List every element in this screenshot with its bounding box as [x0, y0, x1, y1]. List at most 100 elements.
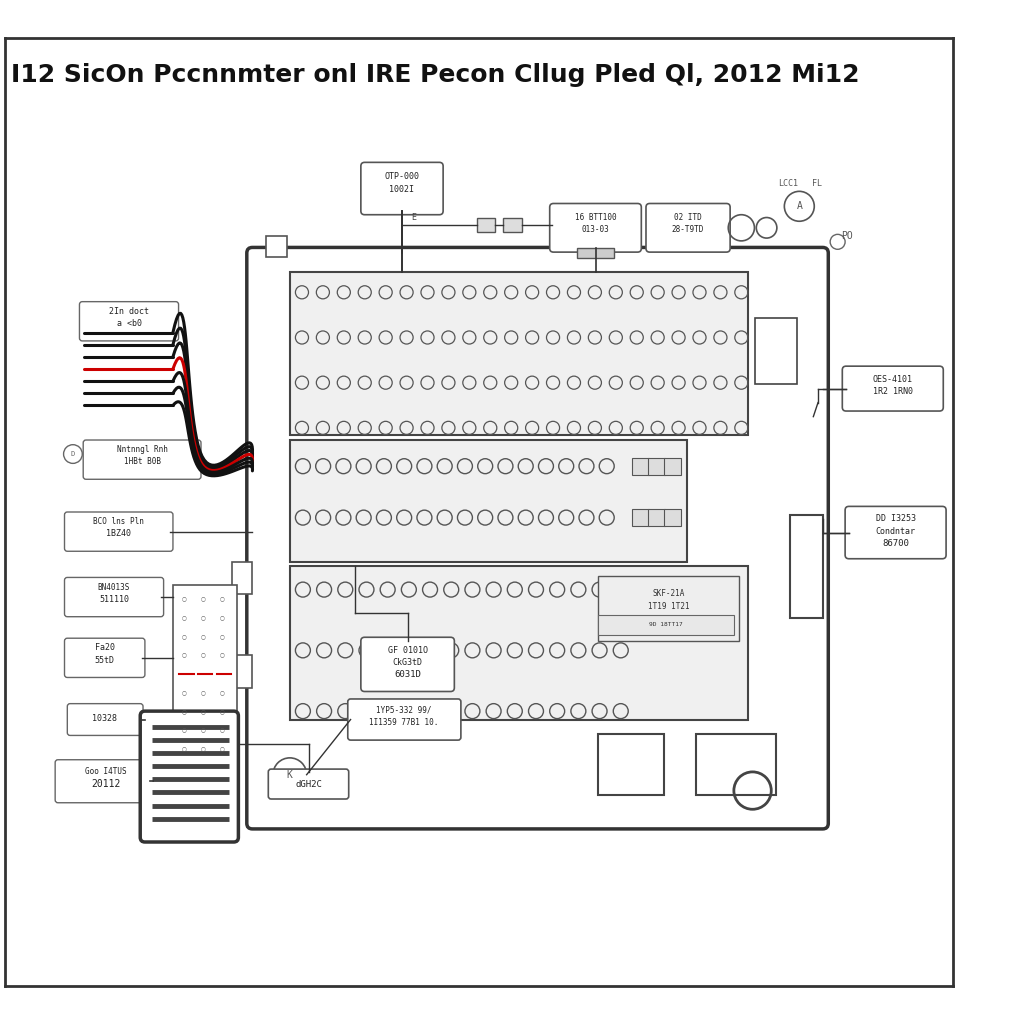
Text: 1I1359 77B1 10.: 1I1359 77B1 10. — [370, 718, 438, 727]
Text: dGH2C: dGH2C — [295, 780, 322, 788]
Bar — [477, 218, 496, 231]
Text: GF 0101O: GF 0101O — [388, 646, 428, 655]
Text: Goo I4TUS: Goo I4TUS — [85, 767, 126, 776]
Text: DD I3253: DD I3253 — [876, 514, 915, 523]
Text: ○: ○ — [201, 709, 205, 714]
FancyBboxPatch shape — [247, 248, 828, 828]
Text: ○: ○ — [182, 596, 186, 601]
Text: Fa20: Fa20 — [94, 643, 115, 652]
Bar — [231, 655, 252, 688]
Bar — [598, 614, 734, 636]
Text: ○: ○ — [219, 709, 224, 714]
Text: ○: ○ — [201, 634, 205, 639]
Text: Nntnngl Rnh: Nntnngl Rnh — [117, 445, 168, 455]
Bar — [648, 458, 665, 474]
Text: ○: ○ — [182, 615, 186, 621]
Text: LCC1: LCC1 — [778, 179, 798, 187]
FancyBboxPatch shape — [360, 637, 455, 691]
Bar — [598, 575, 738, 641]
Text: 6031D: 6031D — [394, 671, 421, 680]
Text: BN4013S: BN4013S — [98, 583, 130, 592]
FancyBboxPatch shape — [65, 512, 173, 551]
FancyBboxPatch shape — [843, 367, 943, 411]
Text: CkG3tD: CkG3tD — [392, 658, 423, 668]
Text: PO: PO — [842, 231, 853, 241]
FancyBboxPatch shape — [550, 204, 641, 252]
Text: 28-T9TD: 28-T9TD — [672, 225, 705, 234]
Text: 1HBt B0B: 1HBt B0B — [124, 458, 161, 466]
Text: 511110: 511110 — [99, 595, 129, 604]
Bar — [756, 318, 798, 384]
Text: 2In doct: 2In doct — [109, 307, 150, 315]
FancyBboxPatch shape — [65, 578, 164, 616]
FancyBboxPatch shape — [68, 703, 143, 735]
Text: ○: ○ — [182, 746, 186, 751]
Text: FL: FL — [812, 179, 822, 187]
Text: A: A — [797, 202, 802, 211]
Text: ○: ○ — [219, 690, 224, 695]
FancyBboxPatch shape — [268, 769, 349, 799]
FancyBboxPatch shape — [55, 760, 156, 803]
FancyBboxPatch shape — [360, 163, 443, 215]
Text: 1R2 1RN0: 1R2 1RN0 — [872, 387, 912, 396]
Text: ○: ○ — [182, 634, 186, 639]
Bar — [173, 585, 237, 767]
Text: 9D 18TT17: 9D 18TT17 — [649, 622, 683, 627]
Text: 1BZ40: 1BZ40 — [106, 529, 131, 539]
Text: OES-4101: OES-4101 — [872, 375, 912, 384]
Bar — [664, 458, 681, 474]
Text: 1002I: 1002I — [389, 185, 415, 195]
FancyBboxPatch shape — [83, 440, 201, 479]
Text: SKF-21A: SKF-21A — [652, 589, 685, 598]
Text: D: D — [71, 451, 75, 457]
Bar — [290, 566, 748, 721]
Bar — [266, 237, 287, 257]
Text: ○: ○ — [219, 652, 224, 657]
Text: a <b0: a <b0 — [117, 318, 141, 328]
Text: Condntar: Condntar — [876, 526, 915, 536]
FancyBboxPatch shape — [646, 204, 730, 252]
Text: 02 ITD: 02 ITD — [674, 213, 701, 222]
FancyBboxPatch shape — [80, 302, 178, 341]
Text: ○: ○ — [201, 615, 205, 621]
Text: ○: ○ — [219, 596, 224, 601]
Text: 1YP5-332 99/: 1YP5-332 99/ — [376, 706, 431, 715]
Bar — [648, 509, 665, 526]
Bar — [503, 218, 521, 231]
Bar — [696, 734, 776, 796]
Text: ○: ○ — [219, 634, 224, 639]
Text: ○: ○ — [219, 727, 224, 732]
Text: ○: ○ — [182, 652, 186, 657]
Text: ○: ○ — [201, 652, 205, 657]
Text: BCO lns Pln: BCO lns Pln — [93, 517, 144, 526]
Text: ○: ○ — [201, 727, 205, 732]
Text: 55tD: 55tD — [94, 655, 115, 665]
Bar — [290, 440, 687, 561]
Bar — [231, 561, 252, 594]
Bar — [577, 249, 614, 258]
Text: 20112: 20112 — [91, 779, 121, 788]
Text: ○: ○ — [201, 596, 205, 601]
Bar — [290, 271, 748, 435]
Text: E: E — [412, 213, 417, 222]
Text: 16 BTT100: 16 BTT100 — [574, 213, 616, 222]
Text: ○: ○ — [182, 690, 186, 695]
FancyBboxPatch shape — [348, 699, 461, 740]
Text: 86700: 86700 — [882, 539, 909, 548]
Bar — [632, 509, 649, 526]
Bar — [598, 734, 664, 796]
FancyBboxPatch shape — [140, 711, 239, 842]
Text: K: K — [287, 770, 293, 779]
Bar — [790, 515, 822, 617]
Text: I12 SicOn Pccnnmter onl IRE Pecon Cllug Pled Ql, 2012 Mi12: I12 SicOn Pccnnmter onl IRE Pecon Cllug … — [11, 63, 860, 87]
Text: 013-03: 013-03 — [582, 225, 609, 234]
Text: ○: ○ — [219, 615, 224, 621]
FancyBboxPatch shape — [845, 507, 946, 559]
Text: 10328: 10328 — [92, 715, 117, 723]
Bar — [664, 509, 681, 526]
FancyBboxPatch shape — [65, 638, 145, 678]
Text: ○: ○ — [182, 727, 186, 732]
Text: ○: ○ — [182, 709, 186, 714]
Text: ○: ○ — [201, 690, 205, 695]
Text: OTP-000: OTP-000 — [384, 172, 420, 181]
